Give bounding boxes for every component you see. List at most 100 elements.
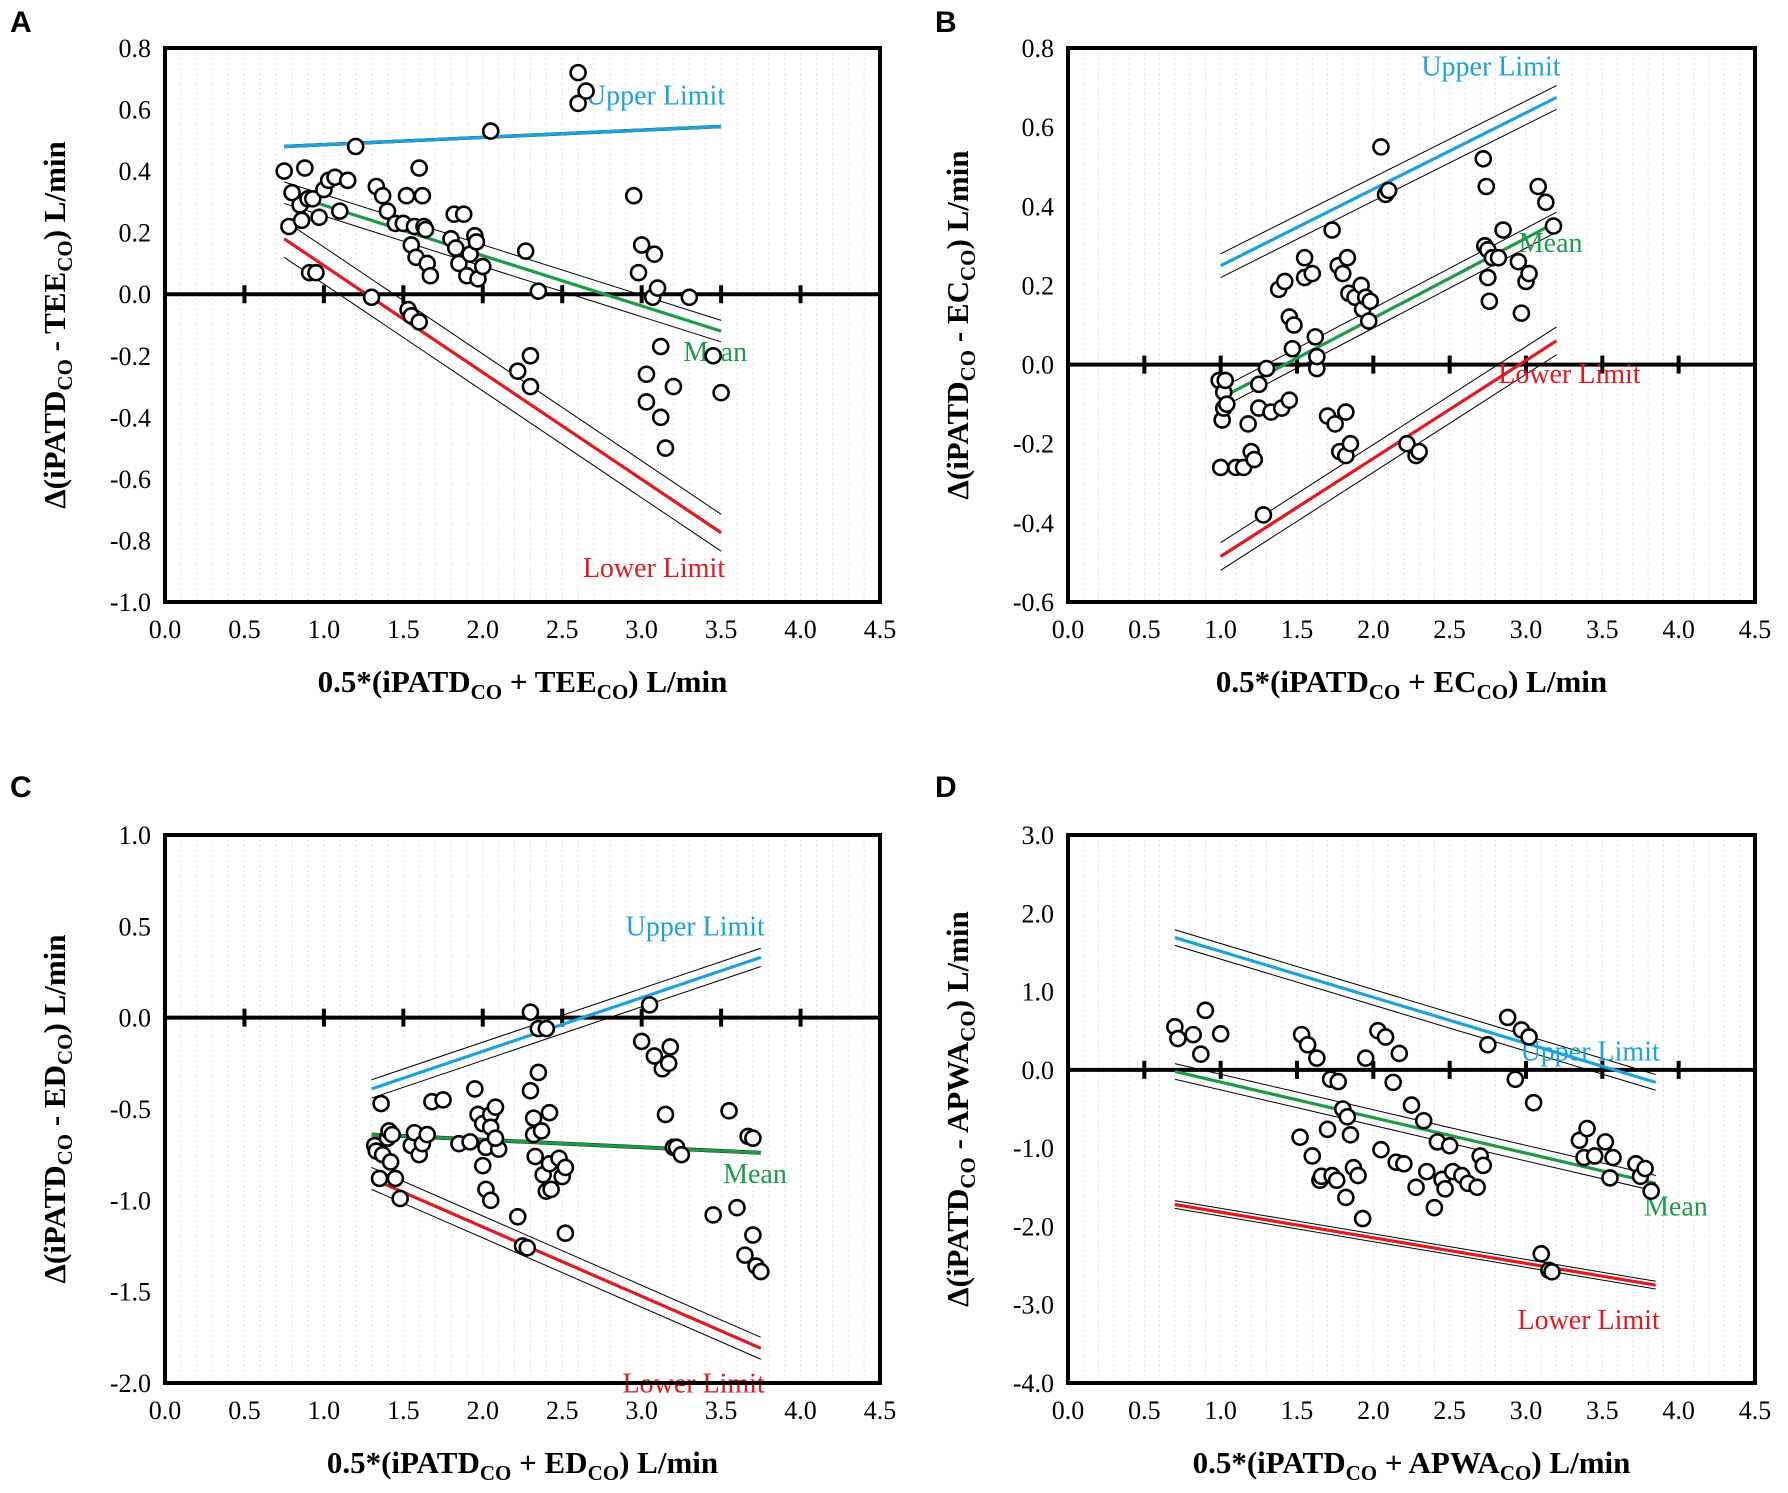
y-tick-label: -3.0 (1013, 1291, 1054, 1320)
x-tick-label: 0.5 (1128, 615, 1161, 644)
data-point (637, 393, 656, 411)
data-point (1356, 1049, 1375, 1067)
data-point (744, 1129, 762, 1148)
x-tick-label: 0.0 (1052, 1396, 1085, 1425)
data-point (292, 211, 311, 230)
data-point (1604, 1148, 1622, 1167)
upper-line (1219, 96, 1558, 268)
data-point (1532, 1245, 1551, 1263)
data-point (418, 1125, 436, 1144)
data-point (346, 137, 365, 156)
data-point (391, 1189, 409, 1208)
lower-line (283, 237, 723, 535)
data-point (386, 1169, 405, 1188)
data-point (1329, 1072, 1348, 1091)
data-point (1479, 268, 1497, 287)
data-point (1407, 1178, 1425, 1197)
data-point (1359, 312, 1378, 330)
data-point (397, 186, 416, 205)
data-point (1184, 1025, 1202, 1044)
upper-ci-line (1174, 944, 1656, 1091)
data-point (537, 1019, 556, 1038)
x-tick-label: 3.0 (625, 1396, 658, 1425)
plot-area-border (1066, 833, 1757, 1385)
upper-ci-line (1174, 929, 1656, 1076)
upper-ci-line (371, 966, 761, 1099)
panel-letter: A (10, 6, 32, 39)
data-point (577, 82, 595, 100)
x-tick-label: 3.0 (1510, 1396, 1543, 1425)
data-point (1417, 1162, 1436, 1181)
data-point (473, 1156, 492, 1175)
upper-label: Upper Limit (1521, 1036, 1660, 1067)
data-point (524, 1109, 543, 1127)
y-tick-label: -2.0 (110, 1369, 151, 1398)
data-point (1520, 264, 1538, 283)
panel-letter: B (935, 6, 957, 39)
x-tick-label: 1.5 (387, 1396, 420, 1425)
x-tick-label: 4.5 (864, 615, 897, 644)
data-point (1295, 248, 1314, 267)
data-point (1254, 506, 1273, 524)
x-tick-label: 0.0 (149, 615, 182, 644)
data-point (624, 186, 643, 205)
data-point (1337, 403, 1355, 421)
data-point (1585, 1147, 1604, 1165)
data-point (486, 1129, 505, 1148)
data-point (661, 1038, 680, 1056)
data-point (307, 263, 325, 282)
y-tick-label: 0.6 (1022, 113, 1055, 142)
data-point (446, 239, 465, 257)
data-point (378, 202, 397, 220)
plot-area-border (163, 46, 882, 604)
data-point (645, 245, 664, 264)
data-point (1318, 1120, 1337, 1139)
data-point (1323, 221, 1341, 239)
data-point (481, 1191, 500, 1210)
y-tick-label: -0.2 (1013, 430, 1054, 459)
data-point (370, 1169, 389, 1188)
x-tick-label: 2.5 (546, 1396, 579, 1425)
data-point (1544, 217, 1563, 235)
data-point (648, 279, 667, 297)
data-point (632, 236, 651, 254)
data-point (383, 1125, 402, 1144)
x-tick-label: 3.5 (705, 615, 738, 644)
lower-ci-line (283, 219, 722, 515)
x-tick-label: 0.5 (228, 615, 261, 644)
data-point (275, 162, 293, 180)
y-tick-label: 3.0 (1022, 821, 1055, 850)
data-point (1196, 1001, 1215, 1020)
data-point (640, 996, 659, 1014)
data-point (1440, 1136, 1459, 1155)
data-point (296, 159, 314, 177)
data-point (1477, 177, 1496, 196)
data-point (410, 159, 429, 177)
data-point (1480, 292, 1499, 311)
data-point (1509, 252, 1528, 271)
data-point (434, 1091, 452, 1109)
data-point (508, 1207, 527, 1226)
x-tick-label: 1.0 (1204, 615, 1237, 644)
y-tick-label: 0.5 (119, 912, 152, 941)
y-tick-label: -1.0 (110, 588, 151, 617)
data-point (310, 208, 328, 227)
upper-label: Upper Limit (626, 911, 765, 942)
data-point (1361, 292, 1380, 311)
data-point (450, 254, 468, 273)
x-tick-label: 4.5 (1739, 1396, 1772, 1425)
data-point (1512, 304, 1531, 322)
data-point (712, 383, 730, 402)
x-tick-label: 4.0 (784, 615, 817, 644)
data-point (704, 1206, 722, 1224)
data-point (508, 362, 527, 380)
data-point (1414, 1111, 1433, 1130)
data-point (1390, 1044, 1409, 1063)
lower-line (370, 1176, 762, 1350)
data-point (1298, 1036, 1317, 1054)
data-point (473, 257, 492, 276)
x-tick-label: 2.5 (1433, 1396, 1466, 1425)
data-point (526, 1147, 545, 1166)
panel-letter: C (10, 771, 32, 804)
x-tick-label: 2.5 (1433, 615, 1466, 644)
